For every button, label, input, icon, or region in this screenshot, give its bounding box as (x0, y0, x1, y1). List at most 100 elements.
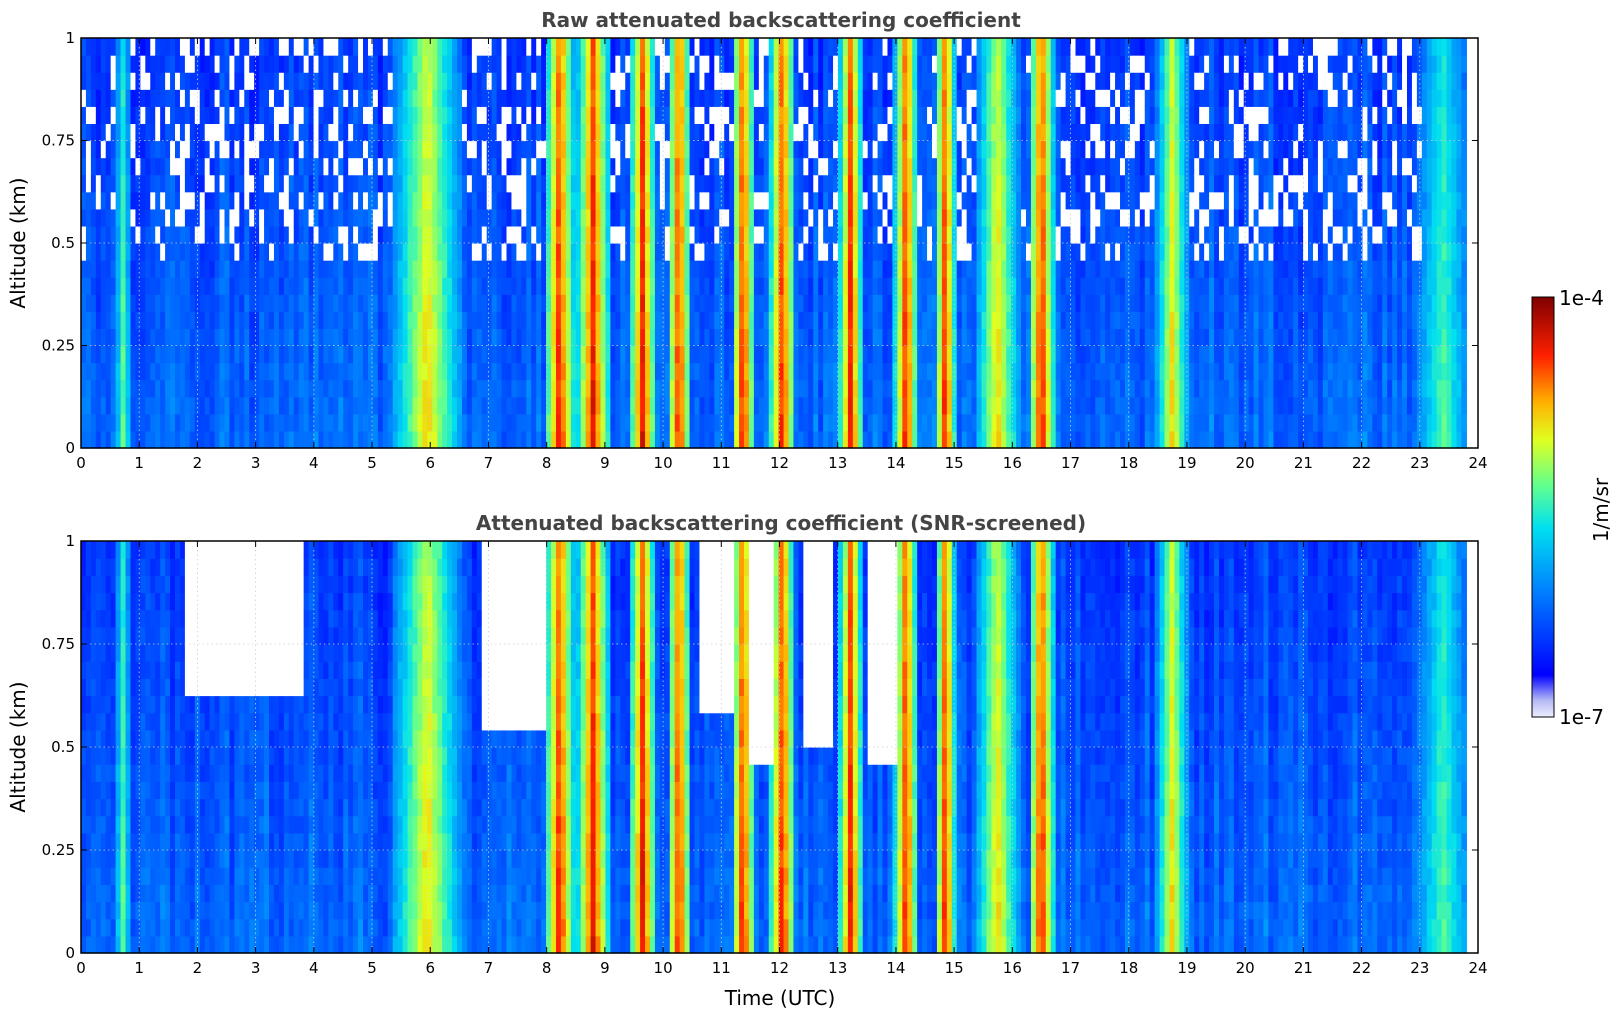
heatmap-cell (1035, 396, 1042, 415)
heatmap-cell (748, 174, 755, 193)
heatmap-cell (392, 311, 399, 330)
heatmap-cell (585, 140, 592, 159)
heatmap-cell (105, 311, 112, 330)
heatmap-cell (699, 106, 706, 125)
heatmap-cell (466, 328, 473, 347)
heatmap-cell (1095, 157, 1101, 176)
heatmap-cell (654, 157, 661, 176)
heatmap-cell (758, 311, 765, 330)
heatmap-cell (273, 157, 280, 176)
heatmap-cell (100, 345, 107, 364)
heatmap-cell (842, 243, 849, 261)
heatmap-cell (872, 243, 879, 261)
heatmap-cell (422, 140, 428, 159)
heatmap-cell (684, 140, 691, 159)
heatmap-cell (229, 243, 235, 261)
heatmap-cell (823, 396, 829, 415)
heatmap-cell (877, 157, 884, 176)
heatmap-cell (659, 191, 666, 210)
heatmap-cell (244, 277, 250, 295)
heatmap-cell (496, 225, 503, 244)
heatmap-cell (645, 123, 651, 142)
heatmap-cell (288, 345, 295, 364)
heatmap-cell (234, 345, 240, 364)
heatmap-cell (724, 260, 730, 278)
heatmap-cell (818, 396, 824, 415)
heatmap-cell (457, 89, 463, 107)
heatmap-cell (283, 328, 290, 347)
heatmap-cell (991, 260, 997, 278)
heatmap-cell (150, 140, 156, 159)
heatmap-cell (1075, 328, 1082, 347)
heatmap-cell (358, 191, 364, 210)
heatmap-cell (971, 38, 978, 56)
heatmap-cell (887, 140, 894, 159)
heatmap-cell (907, 277, 913, 295)
heatmap-cell (897, 38, 903, 56)
heatmap-cell (387, 38, 394, 56)
heatmap-cell (293, 328, 300, 347)
heatmap-cell (239, 345, 245, 364)
heatmap-cell (1050, 311, 1057, 330)
heatmap-cell (170, 294, 176, 312)
heatmap-cell (288, 430, 295, 449)
heatmap-cell (224, 396, 231, 415)
heatmap-cell (724, 72, 730, 90)
heatmap-cell (867, 396, 874, 415)
heatmap-cell (575, 106, 582, 125)
heatmap-cell (907, 208, 913, 227)
heatmap-cell (862, 362, 869, 381)
heatmap-cell (1095, 260, 1101, 278)
heatmap-cell (1026, 208, 1032, 227)
heatmap-cell (204, 345, 211, 364)
heatmap-cell (823, 106, 829, 125)
heatmap-cell (837, 311, 844, 330)
heatmap-cell (1006, 89, 1012, 107)
heatmap-cell (461, 277, 468, 295)
heatmap-cell (842, 208, 849, 227)
heatmap-cell (714, 89, 720, 107)
heatmap-cell (1080, 174, 1086, 193)
heatmap-cell (941, 123, 948, 142)
heatmap-cell (516, 123, 522, 142)
heatmap-cell (140, 396, 146, 415)
heatmap-cell (323, 157, 329, 176)
heatmap-cell (793, 157, 800, 176)
heatmap-cell (828, 174, 834, 193)
heatmap-cell (645, 106, 651, 125)
heatmap-cell (793, 328, 800, 347)
heatmap-cell (753, 311, 760, 330)
heatmap-cell (1021, 191, 1027, 210)
heatmap-cell (818, 379, 824, 398)
heatmap-cell (1001, 430, 1007, 449)
heatmap-cell (971, 191, 978, 210)
heatmap-cell (372, 72, 379, 90)
heatmap-cell (640, 260, 646, 278)
heatmap-cell (793, 72, 800, 90)
heatmap-cell (363, 38, 369, 56)
heatmap-cell (912, 89, 918, 107)
heatmap-cell (175, 277, 181, 295)
heatmap-cell (946, 379, 953, 398)
heatmap-cell (259, 328, 265, 347)
heatmap-cell (491, 72, 498, 90)
heatmap-cell (461, 413, 468, 432)
heatmap-cell (981, 430, 988, 449)
heatmap-cell (694, 89, 701, 107)
heatmap-cell (1050, 72, 1057, 90)
heatmap-cell (447, 89, 453, 107)
heatmap-cell (640, 243, 646, 261)
heatmap-cell (783, 328, 790, 347)
heatmap-cell (625, 174, 631, 193)
heatmap-cell (763, 277, 770, 295)
heatmap-cell (269, 311, 275, 330)
heatmap-cell (95, 430, 102, 449)
heatmap-cell (842, 38, 849, 56)
heatmap-cell (377, 243, 384, 261)
heatmap-cell (303, 345, 310, 364)
heatmap-cell (135, 208, 141, 227)
heatmap-cell (684, 277, 691, 295)
heatmap-cell (917, 260, 923, 278)
heatmap-cell (278, 311, 285, 330)
heatmap-cell (115, 174, 122, 193)
